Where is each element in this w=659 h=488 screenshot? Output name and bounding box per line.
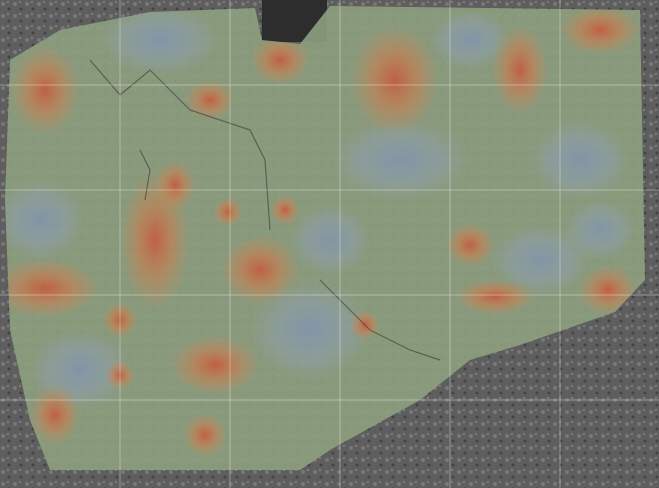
high-zone <box>492 25 548 115</box>
cracks <box>89 59 441 361</box>
high-zone <box>213 197 243 227</box>
high-zone <box>270 195 300 225</box>
high-zone <box>170 335 260 395</box>
low-zone <box>100 6 220 75</box>
low-zone <box>250 280 370 380</box>
high-zone <box>10 45 80 135</box>
high-zone <box>455 279 535 315</box>
high-zone <box>350 25 440 135</box>
low-zone <box>430 10 510 70</box>
high-zone <box>250 35 310 85</box>
high-zone <box>102 302 138 338</box>
crack <box>319 279 441 361</box>
high-zone <box>445 223 495 267</box>
high-zone <box>5 258 100 318</box>
low-zone <box>330 120 470 200</box>
low-zone <box>5 180 85 260</box>
high-zone <box>578 265 638 315</box>
crack <box>139 149 151 201</box>
high-zone <box>560 6 640 55</box>
high-zone <box>183 413 227 457</box>
high-zone <box>30 385 80 445</box>
high-zone <box>185 80 235 120</box>
heat-layer <box>5 6 640 457</box>
low-zone <box>290 205 370 275</box>
high-zone <box>220 235 300 305</box>
crack <box>89 59 271 231</box>
low-zone <box>565 200 635 260</box>
low-zone <box>490 225 590 295</box>
low-zone <box>530 120 630 200</box>
high-zone <box>155 160 195 210</box>
high-zone <box>105 360 135 390</box>
